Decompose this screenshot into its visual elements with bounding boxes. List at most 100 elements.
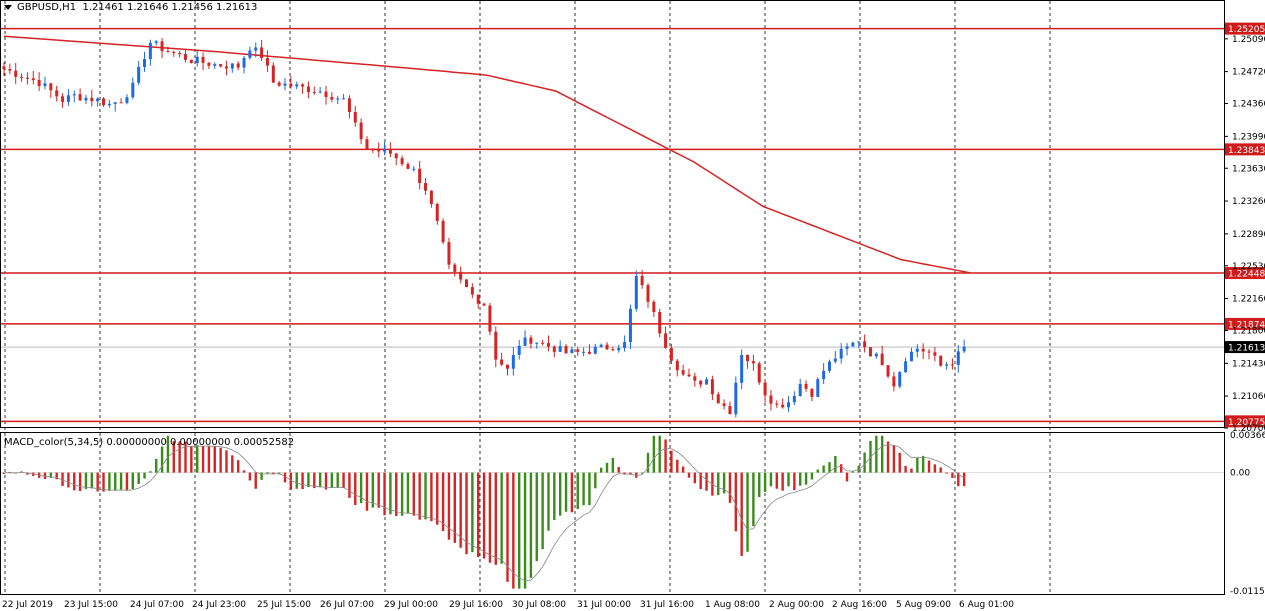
- macd-bar: [810, 472, 814, 480]
- macd-bar: [55, 472, 58, 480]
- macd-bar: [646, 452, 650, 473]
- x-tick-label: 6 Aug 01:00: [959, 600, 1014, 610]
- x-tick-label: 22 Jul 2019: [2, 600, 53, 610]
- dropdown-triangle-icon[interactable]: [4, 4, 12, 10]
- candle-body: [312, 92, 316, 94]
- macd-bar: [746, 472, 749, 552]
- candle-body: [148, 42, 152, 60]
- macd-bar: [564, 472, 568, 512]
- candle-body: [851, 342, 855, 347]
- y-tick-label: 1.23260: [1232, 197, 1265, 207]
- macd-bar: [78, 472, 82, 492]
- macd-bar: [904, 465, 907, 473]
- horizontal-levels[interactable]: 1.25205 1.23843 1.22448 1.21874 1.20775 1.216…: [0, 22, 1265, 428]
- candle-body: [628, 308, 632, 342]
- candle-body: [587, 351, 591, 354]
- candle-body: [599, 344, 603, 347]
- macd-bar: [406, 472, 410, 514]
- x-tick-label: 30 Jul 08:00: [512, 600, 566, 610]
- macd-bar: [359, 472, 363, 504]
- candle-body: [8, 69, 12, 71]
- macd-bar: [851, 471, 855, 473]
- macd-bar: [90, 472, 94, 489]
- candle-body: [459, 271, 463, 280]
- candle-body: [78, 94, 82, 101]
- candle-body: [611, 349, 615, 351]
- macd-bar: [184, 441, 187, 473]
- candle-body: [675, 360, 679, 371]
- macd-bar: [787, 472, 790, 487]
- macd-bar: [318, 472, 322, 488]
- candle-body: [447, 242, 451, 265]
- macd-bar: [424, 472, 427, 520]
- y-tick-label: 1.22890: [1232, 230, 1265, 240]
- macd-bar: [430, 472, 433, 522]
- candle-body: [371, 149, 375, 151]
- candle-body: [751, 361, 755, 364]
- candle-body: [72, 94, 76, 96]
- macd-bar: [61, 472, 64, 486]
- candle-body: [909, 351, 913, 362]
- x-tick-label: 1 Aug 08:00: [705, 600, 760, 610]
- macd-bar: [945, 472, 948, 474]
- macd-bar: [330, 472, 334, 488]
- level-tag: [1225, 267, 1265, 280]
- candle-body: [845, 346, 849, 349]
- candle-body: [892, 376, 896, 387]
- macd-bar: [506, 472, 509, 582]
- macd-bar: [395, 472, 398, 516]
- macd-bar: [822, 465, 825, 473]
- macd-bar: [248, 472, 252, 481]
- chart-header: GBPUSD,H1 1.21461 1.21646 1.21456 1.2161…: [4, 2, 257, 13]
- candle-body: [669, 347, 673, 361]
- candle-body: [605, 344, 609, 350]
- candle-body: [945, 364, 949, 366]
- macd-bar: [921, 455, 925, 473]
- candle-body: [172, 51, 176, 54]
- candle-body: [517, 345, 521, 355]
- macd-bar: [477, 472, 480, 557]
- candle-body: [137, 67, 141, 83]
- macd-bar: [734, 472, 738, 532]
- x-tick-label: 25 Jul 15:00: [257, 600, 311, 610]
- macd-bar: [728, 472, 732, 503]
- candle-body: [857, 341, 861, 343]
- y-tick-label: 1.24360: [1232, 100, 1265, 110]
- x-tick-label: 2 Aug 16:00: [832, 600, 887, 610]
- macd-bar: [758, 472, 761, 498]
- candle-body: [699, 380, 703, 385]
- macd-bar: [740, 472, 743, 556]
- candle-body: [740, 355, 744, 383]
- candle-body: [131, 82, 135, 98]
- candle-body: [388, 149, 392, 154]
- macd-bar: [242, 470, 246, 473]
- candle-body: [224, 66, 228, 69]
- macd-bar: [880, 435, 884, 473]
- macd-bar: [178, 441, 181, 473]
- ohlc-label: 1.21461 1.21646 1.21456 1.21613: [82, 2, 258, 13]
- macd-bar: [769, 472, 773, 487]
- macd-bar: [594, 472, 597, 489]
- macd-bar: [558, 472, 562, 516]
- macd-bar: [219, 447, 222, 473]
- candle-body: [295, 84, 299, 87]
- macd-bar: [441, 472, 445, 532]
- macd-bar: [840, 464, 843, 473]
- candle-body: [189, 59, 193, 64]
- candle-body: [570, 349, 574, 354]
- candle-body: [523, 337, 527, 346]
- candle-body: [804, 383, 808, 389]
- macd-bar: [717, 472, 720, 496]
- chart-grid: [4, 1, 1051, 594]
- macd-bar: [845, 472, 849, 482]
- candle-body: [505, 364, 509, 369]
- candle-body: [781, 404, 785, 408]
- candle-body: [213, 64, 217, 66]
- candle-body: [66, 95, 70, 102]
- macd-bar: [266, 472, 269, 474]
- candle-body: [500, 359, 504, 365]
- candle-body: [664, 333, 668, 348]
- macd-bar: [763, 472, 767, 492]
